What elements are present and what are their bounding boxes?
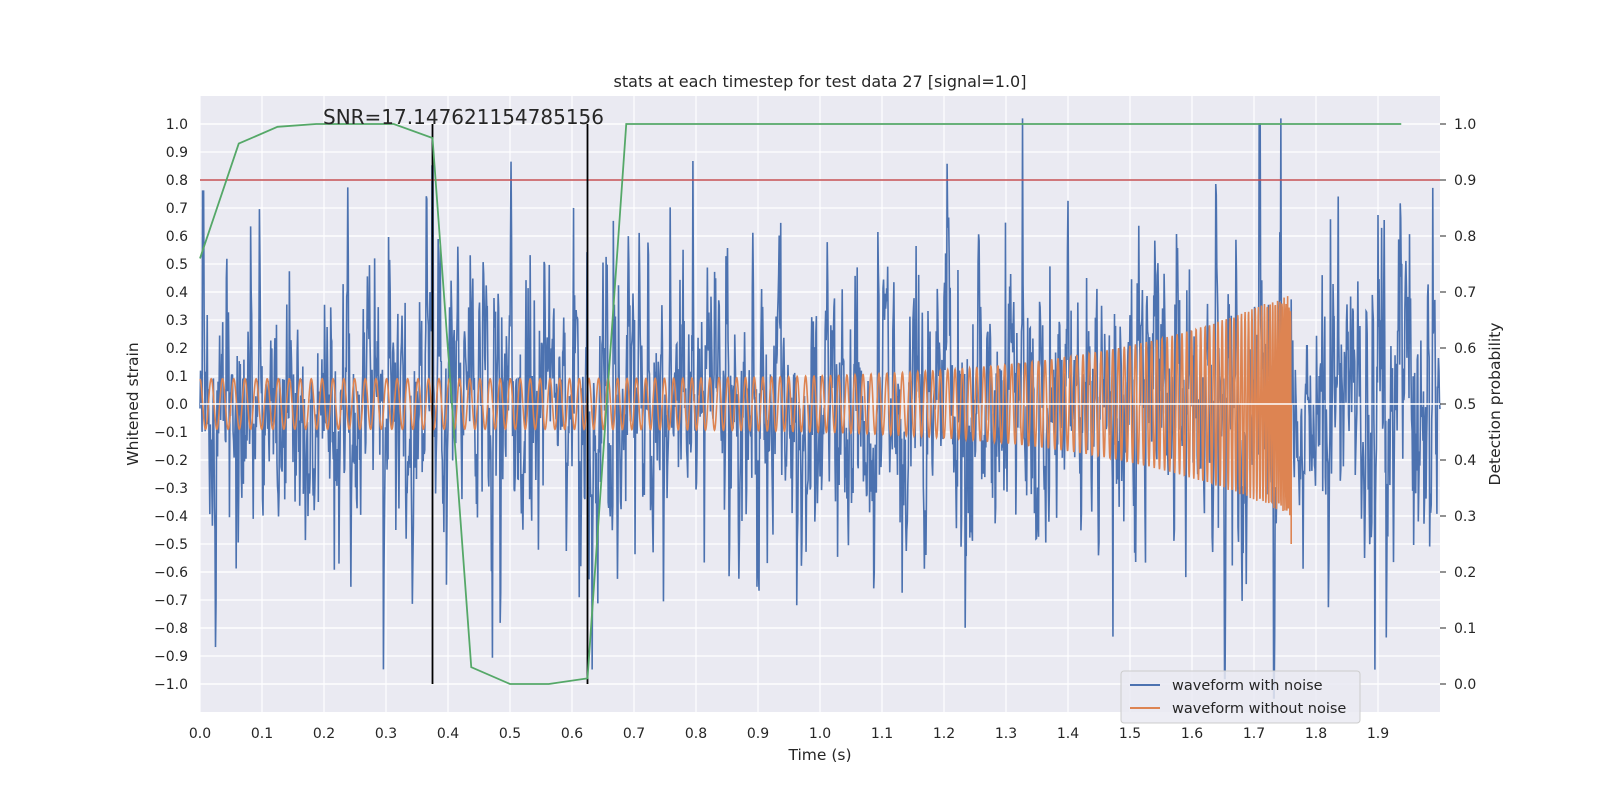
y-right-tick-label: 1.0 [1454, 117, 1476, 133]
y-left-tick-label: 0.0 [166, 397, 188, 413]
y-right-tick-label: 0.7 [1454, 285, 1476, 301]
x-tick-label: 0.4 [437, 726, 459, 742]
y-right-axis-ticks: 1.0 0.9 0.8 0.7 0.6 0.5 0.4 0.3 0.2 0.1 0.0 [1440, 117, 1476, 693]
overlays [199, 123, 1440, 685]
x-tick-label: 1.5 [1119, 726, 1141, 742]
x-tick-label: 1.7 [1243, 726, 1265, 742]
x-tick-label: 0.9 [747, 726, 769, 742]
y-right-tick-label: 0.4 [1454, 453, 1476, 469]
y-left-tick-label: 1.0 [166, 117, 188, 133]
y-left-tick-label: −1.0 [154, 677, 188, 693]
x-tick-label: 1.6 [1181, 726, 1203, 742]
y-left-axis-label: Whitened strain [124, 342, 142, 465]
detection-probability-line [199, 123, 1402, 685]
y-left-tick-label: 0.5 [166, 257, 188, 273]
y-left-tick-label: −0.6 [154, 565, 188, 581]
y-left-axis-ticks: 1.0 0.9 0.8 0.7 0.6 0.5 0.4 0.3 0.2 0.1 0.0 −0.1 −0.… [154, 117, 188, 693]
y-right-tick-label: 0.0 [1454, 677, 1476, 693]
x-tick-label: 0.0 [189, 726, 211, 742]
x-tick-label: 1.4 [1057, 726, 1079, 742]
y-left-tick-label: −0.7 [154, 593, 188, 609]
y-left-tick-label: 0.9 [166, 145, 188, 161]
y-left-tick-label: −0.8 [154, 621, 188, 637]
y-right-tick-label: 0.9 [1454, 173, 1476, 189]
x-tick-label: 0.5 [499, 726, 521, 742]
y-left-tick-label: −0.2 [154, 453, 188, 469]
y-left-tick-label: −0.9 [154, 649, 188, 665]
x-tick-label: 1.2 [933, 726, 955, 742]
series-waveform-without-noise [199, 296, 1292, 544]
y-right-tick-label: 0.2 [1454, 565, 1476, 581]
legend-label-waveform-with-noise: waveform with noise [1172, 678, 1323, 694]
y-right-tick-label: 0.8 [1454, 229, 1476, 245]
y-left-tick-label: −0.5 [154, 537, 188, 553]
x-axis-label: Time (s) [787, 746, 851, 764]
y-left-tick-label: −0.4 [154, 509, 188, 525]
legend: waveform with noise waveform without noi… [1120, 670, 1361, 724]
y-right-tick-label: 0.3 [1454, 509, 1476, 525]
legend-box [1120, 670, 1361, 724]
y-left-tick-label: 0.2 [166, 341, 188, 357]
x-tick-label: 1.3 [995, 726, 1017, 742]
waveform-without-noise-line [199, 296, 1292, 544]
y-left-tick-label: 0.3 [166, 313, 188, 329]
x-tick-label: 1.9 [1367, 726, 1389, 742]
x-tick-label: 0.2 [313, 726, 335, 742]
x-tick-label: 0.8 [685, 726, 707, 742]
x-tick-label: 1.8 [1305, 726, 1327, 742]
chart-title: stats at each timestep for test data 27 … [614, 72, 1027, 91]
y-right-tick-label: 0.5 [1454, 397, 1476, 413]
y-right-tick-label: 0.1 [1454, 621, 1476, 637]
y-right-tick-label: 0.6 [1454, 341, 1476, 357]
x-tick-label: 0.3 [375, 726, 397, 742]
y-left-tick-label: −0.1 [154, 425, 188, 441]
y-right-axis-label: Detection probability [1486, 323, 1504, 486]
x-tick-label: 0.1 [251, 726, 273, 742]
x-tick-label: 0.6 [561, 726, 583, 742]
x-axis-ticks: 0.0 0.1 0.2 0.3 0.4 0.5 0.6 0.7 0.8 0.9 1.0 1.1 1.2 1… [189, 726, 1389, 742]
y-left-tick-label: −0.3 [154, 481, 188, 497]
x-tick-label: 1.0 [809, 726, 831, 742]
x-tick-label: 1.1 [871, 726, 893, 742]
legend-label-waveform-without-noise: waveform without noise [1172, 701, 1346, 717]
y-left-tick-label: 0.6 [166, 229, 188, 245]
snr-annotation: SNR=17.147621154785156 [323, 105, 604, 129]
y-left-tick-label: 0.4 [166, 285, 188, 301]
y-left-tick-label: 0.7 [166, 201, 188, 217]
y-left-tick-label: 0.8 [166, 173, 188, 189]
x-tick-label: 0.7 [623, 726, 645, 742]
y-left-tick-label: 0.1 [166, 369, 188, 385]
